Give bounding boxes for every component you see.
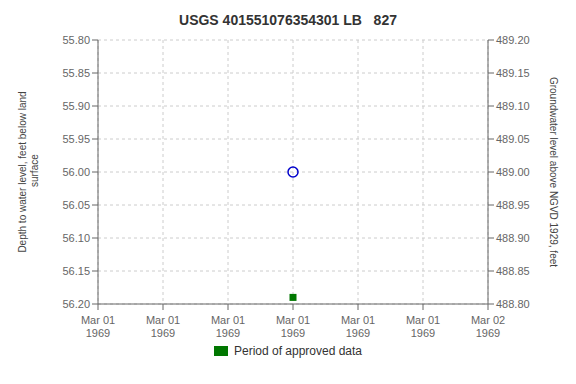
svg-text:56.20: 56.20 [62, 298, 90, 310]
svg-text:56.05: 56.05 [62, 199, 90, 211]
html-text:Period of approved data: Period of approved data [234, 344, 362, 358]
svg-text:489.15: 489.15 [496, 67, 530, 79]
svg-text:489.10: 489.10 [496, 100, 530, 112]
svg-text:55.85: 55.85 [62, 67, 90, 79]
svg-text:Mar 011969: Mar 011969 [406, 314, 440, 339]
svg-text:488.85: 488.85 [496, 265, 530, 277]
svg-text:Mar 011969: Mar 011969 [211, 314, 245, 339]
svg-text:Groundwater level above NGVD 1: Groundwater level above NGVD 1929, feet [548, 77, 559, 267]
svg-text:Depth to water level, feet bel: Depth to water level, feet below land su… [17, 91, 40, 252]
svg-text:55.95: 55.95 [62, 133, 90, 145]
svg-text:55.90: 55.90 [62, 100, 90, 112]
html-text:USGS 401551076354301 LB 827: USGS 401551076354301 LB 827 [179, 12, 397, 28]
svg-text:488.80: 488.80 [496, 298, 530, 310]
svg-text:Mar 011969: Mar 011969 [341, 314, 375, 339]
svg-text:Mar 011969: Mar 011969 [276, 314, 310, 339]
svg-text:488.95: 488.95 [496, 199, 530, 211]
svg-text:489.00: 489.00 [496, 166, 530, 178]
svg-text:489.05: 489.05 [496, 133, 530, 145]
svg-text:56.15: 56.15 [62, 265, 90, 277]
svg-text:488.90: 488.90 [496, 232, 530, 244]
svg-text:56.00: 56.00 [62, 166, 90, 178]
svg-text:Mar 011969: Mar 011969 [81, 314, 115, 339]
svg-text:56.10: 56.10 [62, 232, 90, 244]
svg-text:Mar 021969: Mar 021969 [471, 314, 505, 339]
svg-text:Mar 011969: Mar 011969 [146, 314, 180, 339]
svg-text:55.80: 55.80 [62, 34, 90, 46]
svg-text:489.20: 489.20 [496, 34, 530, 46]
